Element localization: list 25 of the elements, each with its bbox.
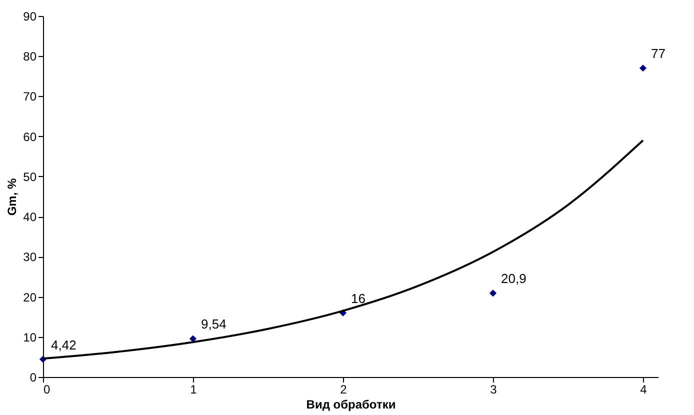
x-tick-label: 3 — [490, 382, 498, 396]
y-tick-label: 30 — [23, 250, 37, 264]
y-tick-label: 80 — [23, 50, 37, 64]
y-axis-title: Gm, % — [5, 178, 20, 216]
x-tick-label: 4 — [640, 382, 648, 396]
y-tick-label: 0 — [30, 370, 37, 384]
data-label: 9,54 — [201, 316, 226, 332]
x-axis-title: Вид обработки — [306, 398, 396, 412]
x-tick-label: 0 — [44, 382, 50, 396]
data-label: 20,9 — [501, 271, 526, 286]
y-tick-label: 20 — [23, 290, 37, 304]
y-tick-label: 60 — [23, 130, 37, 144]
point — [189, 335, 197, 342]
y-tick-label: 50 — [23, 170, 37, 184]
y-tick-label: 90 — [23, 10, 37, 24]
y-tick-label: 10 — [23, 330, 37, 344]
data-label: 4,42 — [51, 337, 76, 352]
x-tick-label: 2 — [340, 382, 348, 396]
point — [639, 64, 647, 72]
data-label: 77 — [651, 46, 666, 62]
data-label: 16 — [351, 290, 366, 306]
point — [489, 290, 497, 297]
x-tick-label: 1 — [190, 382, 198, 396]
y-tick-label: 40 — [23, 210, 37, 224]
y-tick-label: 70 — [23, 90, 37, 104]
